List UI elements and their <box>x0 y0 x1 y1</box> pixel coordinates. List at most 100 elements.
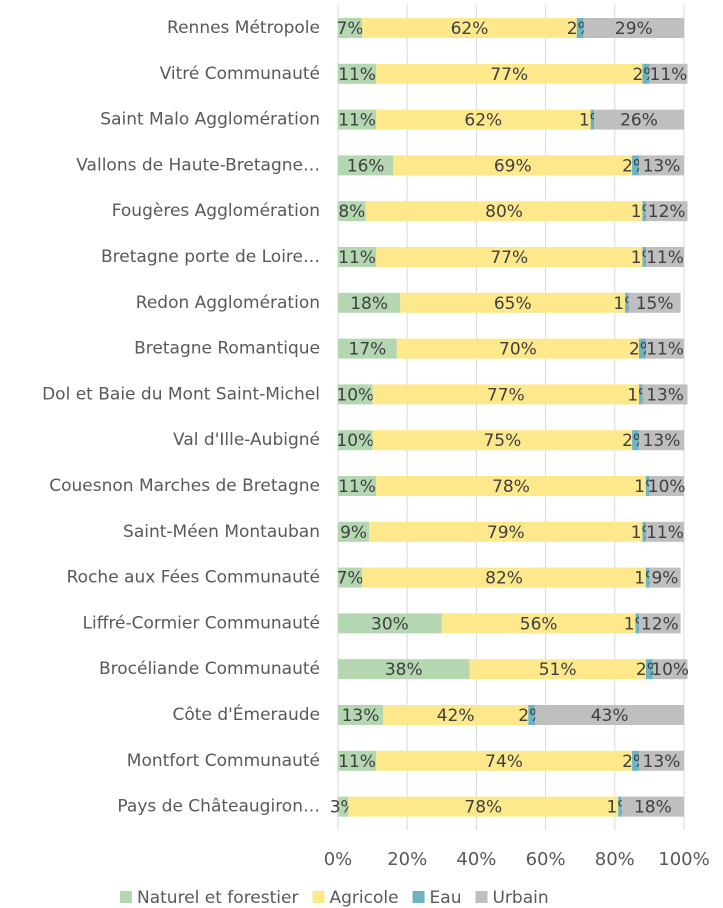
bar-segment <box>628 292 681 313</box>
data-label: 43% <box>591 706 629 726</box>
bar-segment <box>338 521 370 542</box>
bar-segment <box>645 476 650 496</box>
category-label: Roche aux Fées Communauté <box>67 568 320 588</box>
data-label: 11% <box>338 752 376 772</box>
legend-label: Urbain <box>492 888 548 908</box>
bar-segment <box>376 63 643 84</box>
data-label: 62% <box>464 111 502 131</box>
bar-segment <box>372 384 640 405</box>
bar-segment <box>649 63 688 84</box>
data-label: 82% <box>485 569 523 589</box>
data-label: 9% <box>340 523 367 543</box>
category-label: Bretagne Romantique <box>134 339 320 359</box>
bar-segment <box>632 430 640 451</box>
bar-segment <box>635 613 640 634</box>
data-label: 51% <box>539 660 577 680</box>
bar-segment <box>642 201 646 222</box>
bar-segment <box>338 247 377 267</box>
data-label: 77% <box>490 248 528 268</box>
category-label: Bretagne porte de Loire… <box>101 247 320 267</box>
bar-segment <box>625 292 629 313</box>
data-label: 11% <box>646 248 684 268</box>
legend-swatch <box>475 891 488 903</box>
bar-segment <box>590 109 595 130</box>
legend-swatch <box>412 891 425 903</box>
bar-segment <box>376 750 633 771</box>
bar-segment <box>400 292 626 313</box>
bar-segment <box>649 476 684 496</box>
bar-segment <box>594 109 684 130</box>
data-label: 11% <box>338 65 376 85</box>
bar-segment <box>376 476 646 496</box>
bar-segment <box>632 155 640 176</box>
bar-segment <box>642 247 646 267</box>
bar-segment <box>528 705 536 725</box>
data-label: 74% <box>485 752 523 772</box>
bar-segment <box>338 384 373 405</box>
data-label: 42% <box>437 706 475 726</box>
legend-swatch <box>120 891 132 903</box>
data-label: 65% <box>494 294 532 314</box>
data-label: 62% <box>451 19 489 39</box>
category-label: Liffré-Cormier Communauté <box>83 613 320 633</box>
bar-segment <box>338 659 470 680</box>
data-label: 11% <box>650 65 688 85</box>
data-label: 10% <box>651 660 689 680</box>
bar-segment <box>441 613 636 634</box>
x-tick-label: 100% <box>658 849 709 870</box>
data-label: 29% <box>615 19 653 39</box>
bar-segment <box>642 521 646 542</box>
bar-segment <box>576 18 584 38</box>
bar-segment <box>338 476 377 496</box>
bar-segment <box>362 567 646 588</box>
bar-segment <box>372 430 633 451</box>
legend-swatch <box>312 891 325 903</box>
bar-segment <box>535 705 684 725</box>
bar-segment <box>338 201 366 222</box>
category-label: Côte d'Émeraude <box>173 703 320 725</box>
bar-segment <box>338 155 394 176</box>
category-label: Dol et Baie du Mont Saint-Michel <box>42 384 320 404</box>
data-label: 7% <box>337 19 364 39</box>
bar-segment <box>639 155 684 176</box>
bar-segment <box>618 796 622 817</box>
bar-segment <box>639 613 681 634</box>
data-label: 18% <box>634 798 672 818</box>
data-label: 75% <box>483 431 521 451</box>
data-label: 11% <box>338 477 376 497</box>
bar-segment <box>376 109 591 130</box>
category-label: Saint-Méen Montauban <box>123 522 320 542</box>
bar-segment <box>338 109 377 130</box>
data-label: 8% <box>338 202 365 222</box>
bar-segment <box>642 384 688 405</box>
data-label: 7% <box>337 569 364 589</box>
data-label: 56% <box>520 614 558 634</box>
data-label: 17% <box>349 340 387 360</box>
bar-segment <box>642 63 650 84</box>
bar-segment <box>338 567 363 588</box>
bar-segment <box>338 63 377 84</box>
bar-segment <box>338 705 383 725</box>
bar-segment <box>338 430 373 451</box>
data-label: 13% <box>643 156 681 176</box>
category-label: Vitré Communauté <box>160 64 320 84</box>
data-label: 78% <box>464 798 502 818</box>
x-tick-label: 20% <box>387 849 427 870</box>
bar-segment <box>639 430 684 451</box>
legend-label: Eau <box>430 888 462 908</box>
data-label: 15% <box>636 294 674 314</box>
bar-segment <box>338 613 442 634</box>
data-label: 69% <box>494 156 532 176</box>
bar-segment <box>645 201 688 222</box>
bar-segment <box>652 659 688 680</box>
bar-segment <box>365 201 643 222</box>
data-label: 13% <box>643 431 681 451</box>
data-label: 78% <box>492 477 530 497</box>
data-label: 11% <box>646 340 684 360</box>
data-label: 11% <box>338 248 376 268</box>
bar-segment <box>382 705 529 725</box>
category-label: Fougères Agglomération <box>112 201 320 221</box>
category-label: Val d'Ille-Aubigné <box>173 430 320 450</box>
bar-segment <box>639 750 684 771</box>
